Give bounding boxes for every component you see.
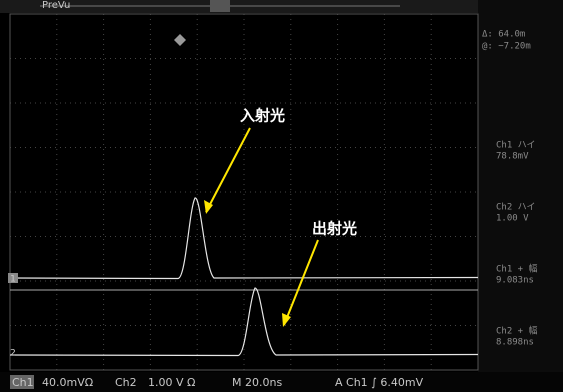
measurement-value: 8.898ns xyxy=(496,338,534,348)
status-ch1-scale: 40.0mVΩ xyxy=(42,376,93,389)
measurement-label: Ch1 + 幅 xyxy=(496,263,538,275)
measurement-label: Ch1 ハイ xyxy=(496,141,536,151)
annotation-incident: 入射光 xyxy=(240,107,285,125)
status-ch2-scale: 1.00 V Ω xyxy=(148,376,195,389)
side-panel xyxy=(478,0,563,372)
measurement-value: 1.00 V xyxy=(496,214,529,224)
ch1-marker-label: 1 xyxy=(10,275,16,285)
scope-screen: PreVu 1 2 Δ: 64.0m @: −7.20m Ch1 ハイ78.8m… xyxy=(0,0,563,392)
annotation-transmitted: 出射光 xyxy=(312,220,357,238)
record-window xyxy=(210,0,230,12)
measurement-value: 78.8mV xyxy=(496,152,529,162)
measurement-label: Ch2 ハイ xyxy=(496,203,536,213)
cursor-delta: Δ: 64.0m xyxy=(482,30,525,40)
measurement-value: 9.083ns xyxy=(496,276,534,286)
ch2-marker-label: 2 xyxy=(10,349,16,359)
mode-label: PreVu xyxy=(42,0,70,11)
cursor-at: @: −7.20m xyxy=(482,42,531,52)
status-timebase: M 20.0ns xyxy=(232,376,282,389)
status-ch2: Ch2 xyxy=(115,376,137,389)
status-ch1: Ch1 xyxy=(12,376,34,389)
measurement-label: Ch2 + 幅 xyxy=(496,325,538,337)
status-trigger: A Ch1 ∫ 6.40mV xyxy=(335,376,424,389)
